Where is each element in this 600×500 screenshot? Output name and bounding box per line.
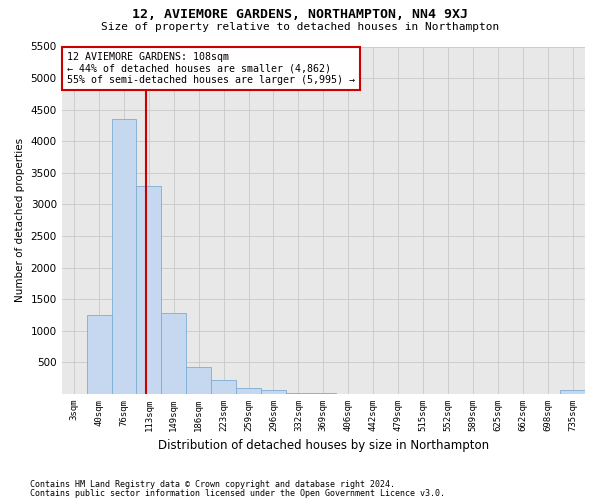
Bar — [286, 393, 311, 394]
Text: 12 AVIEMORE GARDENS: 108sqm
← 44% of detached houses are smaller (4,862)
55% of : 12 AVIEMORE GARDENS: 108sqm ← 44% of det… — [67, 52, 355, 85]
Text: Contains public sector information licensed under the Open Government Licence v3: Contains public sector information licen… — [30, 488, 445, 498]
X-axis label: Distribution of detached houses by size in Northampton: Distribution of detached houses by size … — [158, 440, 489, 452]
Bar — [112, 119, 136, 394]
Text: Contains HM Land Registry data © Crown copyright and database right 2024.: Contains HM Land Registry data © Crown c… — [30, 480, 395, 489]
Bar — [86, 315, 112, 394]
Y-axis label: Number of detached properties: Number of detached properties — [15, 138, 25, 302]
Bar — [211, 380, 236, 394]
Bar — [560, 390, 585, 394]
Text: 12, AVIEMORE GARDENS, NORTHAMPTON, NN4 9XJ: 12, AVIEMORE GARDENS, NORTHAMPTON, NN4 9… — [132, 8, 468, 20]
Bar — [186, 367, 211, 394]
Text: Size of property relative to detached houses in Northampton: Size of property relative to detached ho… — [101, 22, 499, 32]
Bar — [136, 186, 161, 394]
Bar — [161, 313, 186, 394]
Bar — [236, 388, 261, 394]
Bar — [261, 390, 286, 394]
